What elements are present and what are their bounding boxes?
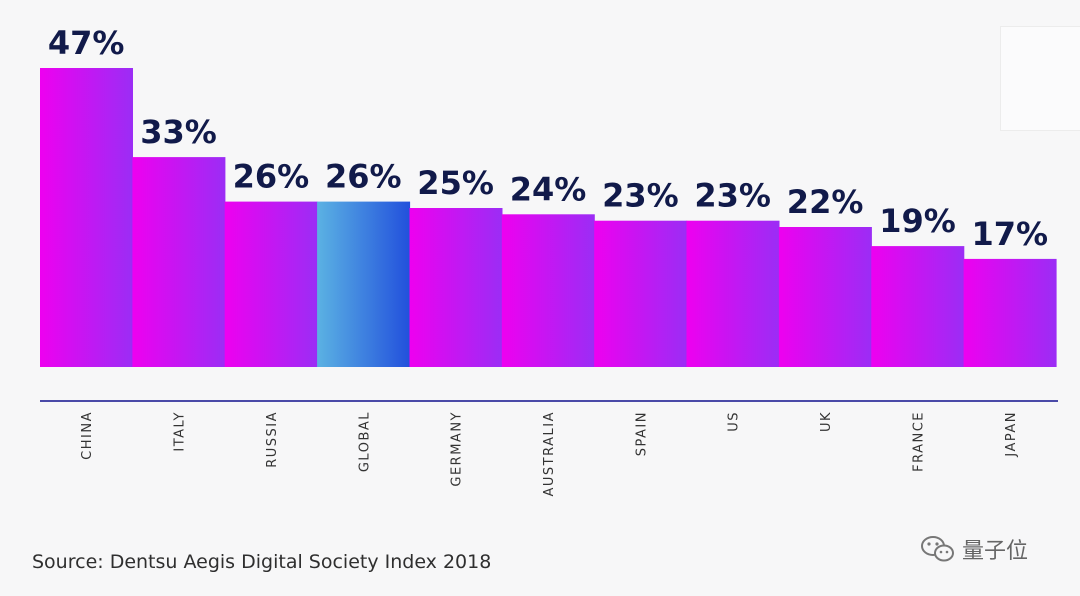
bar-spain — [594, 220, 688, 367]
category-label-japan: JAPAN — [1004, 411, 1019, 458]
watermark-text: 量子位 — [962, 539, 1029, 564]
value-label-spain: 23% — [602, 177, 679, 215]
bar-france — [871, 246, 965, 367]
watermark: 量子位 — [920, 533, 1028, 565]
bars-group — [40, 68, 1057, 367]
category-label-global: GLOBAL — [357, 411, 372, 472]
category-label-germany: GERMANY — [450, 411, 465, 487]
bar-china — [40, 68, 133, 367]
category-labels-group: CHINA ITALY RUSSIA GLOBAL GERMANY AUSTRALIA SP… — [80, 411, 1019, 496]
value-labels-group: 47% 33% 26% 26% 25% 24% 23% 23% 22% 19% 17% — [48, 24, 1048, 253]
value-label-australia: 24% — [510, 170, 587, 208]
bar-us — [686, 220, 780, 367]
value-label-france: 19% — [879, 202, 956, 240]
value-label-russia: 26% — [233, 158, 310, 196]
value-label-italy: 33% — [140, 113, 217, 151]
bar-uk — [778, 227, 872, 367]
bar-italy — [132, 157, 226, 367]
value-label-uk: 22% — [787, 183, 864, 221]
corner-panel — [1000, 26, 1080, 131]
category-label-russia: RUSSIA — [265, 411, 280, 468]
value-label-china: 47% — [48, 24, 125, 62]
value-label-global: 26% — [325, 158, 402, 196]
source-note: Source: Dentsu Aegis Digital Society Ind… — [32, 551, 492, 573]
category-label-us: US — [727, 411, 742, 432]
value-label-japan: 17% — [972, 215, 1049, 253]
value-label-germany: 25% — [417, 164, 494, 202]
wechat-icon — [920, 535, 956, 563]
category-label-australia: AUSTRALIA — [542, 411, 557, 496]
category-label-china: CHINA — [80, 411, 95, 460]
bar-japan — [963, 258, 1057, 367]
bar-global — [317, 201, 411, 367]
bar-russia — [224, 201, 318, 367]
bar-germany — [409, 208, 503, 367]
value-label-us: 23% — [694, 177, 771, 215]
category-label-france: FRANCE — [912, 411, 927, 472]
category-label-italy: ITALY — [173, 411, 188, 452]
category-label-spain: SPAIN — [634, 411, 649, 456]
category-label-uk: UK — [819, 411, 834, 432]
bar-australia — [501, 214, 595, 367]
